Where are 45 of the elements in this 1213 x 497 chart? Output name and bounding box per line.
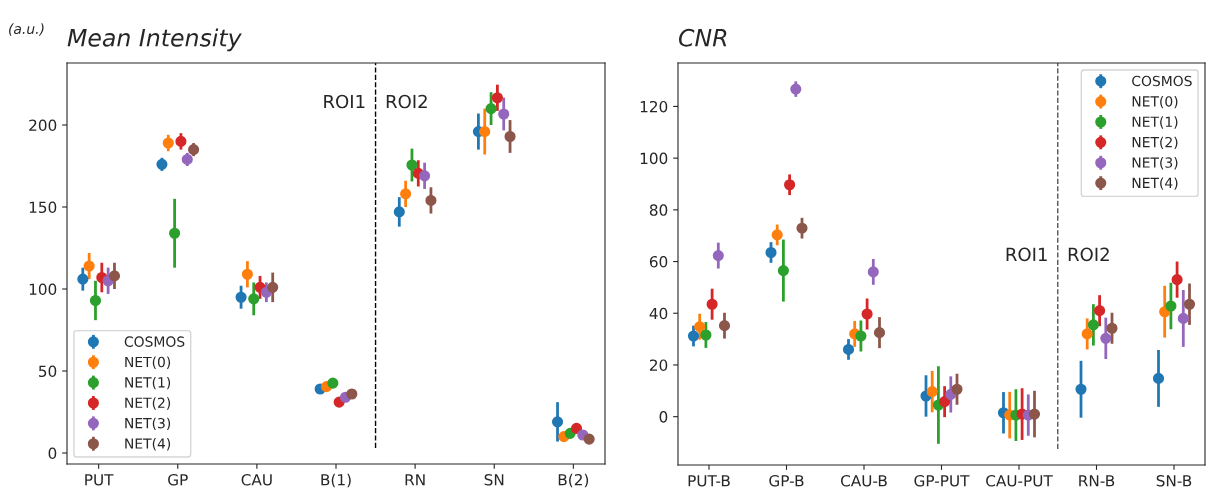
y-tick-label: 200 (29, 119, 57, 132)
legend-label: NET(0) (125, 356, 171, 369)
y-axis-title: (a.u.) (9, 23, 44, 36)
y-tick-label: 50 (39, 365, 57, 378)
x-tick-label: GP-PUT (914, 474, 970, 487)
legend-label: NET(3) (1132, 157, 1178, 170)
x-tick-label: PUT (85, 474, 114, 486)
legend-label: COSMOS (1132, 75, 1192, 87)
annotation: ROI2 (1068, 247, 1109, 262)
x-tick-label: B(1) (321, 473, 351, 488)
legend-label: NET(4) (1132, 177, 1178, 190)
y-tick-label: 80 (649, 204, 668, 216)
chart-title: CNR (678, 28, 727, 47)
x-tick-label: PUT-B (688, 475, 730, 487)
y-tick-label: 120 (640, 100, 668, 113)
annotation: ROI1 (1006, 247, 1047, 262)
legend-label: COSMOS (124, 336, 185, 347)
legend-label: NET(2) (125, 397, 171, 410)
y-tick-label: 0 (48, 447, 57, 460)
y-tick-label: 150 (29, 201, 57, 214)
y-tick-label: 60 (649, 256, 668, 268)
chart-title: Mean Intensity (67, 28, 242, 52)
y-tick-label: 100 (640, 152, 668, 165)
x-tick-label: CAU-B (840, 474, 887, 487)
legend-label: NET(1) (1132, 116, 1178, 129)
y-tick-label: 100 (29, 283, 57, 296)
x-tick-label: B(2) (558, 473, 589, 488)
x-tick-label: CAU-PUT (986, 474, 1053, 487)
x-tick-label: SN-B (1156, 474, 1192, 487)
annotation: ROI1 (324, 94, 365, 109)
x-tick-label: RN (405, 474, 425, 486)
x-tick-label: RN-B (1079, 475, 1115, 487)
y-tick-label: 20 (649, 359, 668, 371)
legend-label: NET(2) (1132, 136, 1178, 150)
legend-label: NET(4) (125, 438, 171, 451)
y-tick-label: 40 (649, 307, 668, 320)
x-tick-label: GP-B (769, 474, 804, 487)
x-tick-label: SN (484, 473, 504, 486)
y-tick-label: 0 (659, 411, 668, 423)
legend-label: NET(0) (1132, 95, 1178, 109)
annotation: ROI2 (386, 94, 427, 109)
legend-label: NET(1) (125, 376, 171, 390)
legend-label: NET(3) (125, 417, 171, 431)
x-tick-label: GP (168, 473, 188, 486)
x-tick-label: CAU (241, 473, 272, 486)
